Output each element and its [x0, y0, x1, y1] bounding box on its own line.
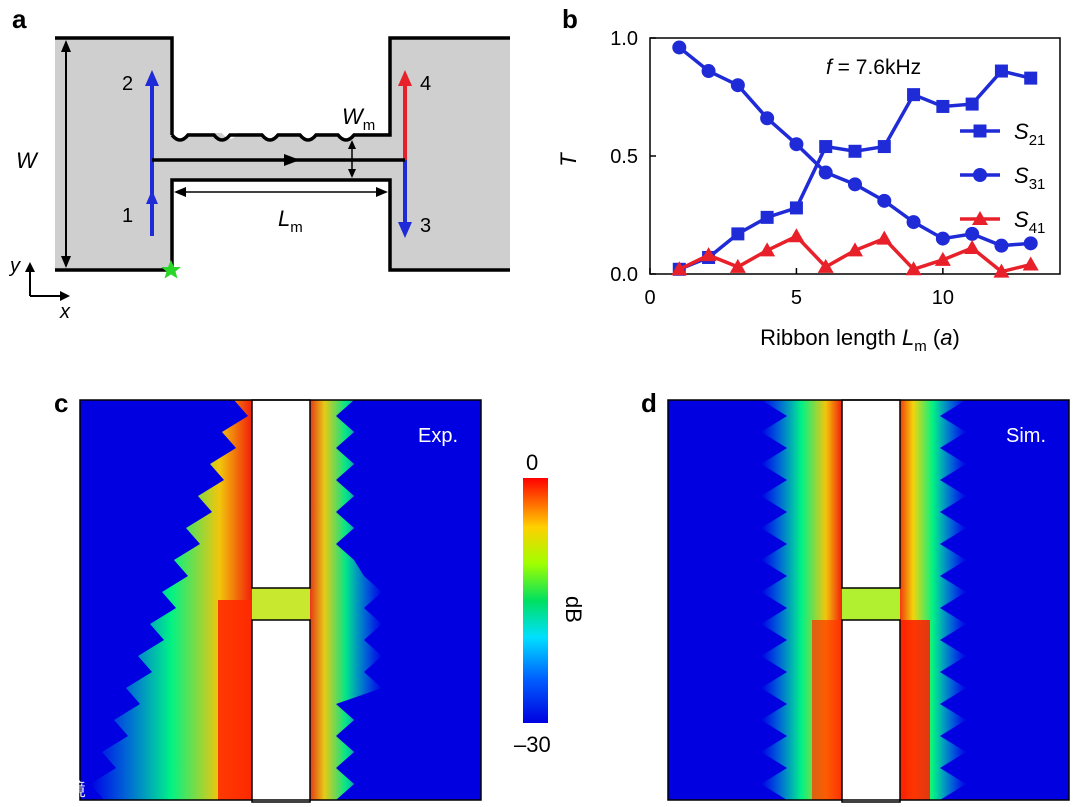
colorbar: 0 –30 dB: [514, 450, 586, 757]
legend-marker-S21: [973, 124, 987, 138]
data-point-S41: [876, 230, 893, 245]
map-d-cutout-top: [841, 399, 901, 589]
port-label-2: 2: [122, 73, 133, 95]
port-label-3: 3: [420, 215, 431, 237]
map-c-ribbon: [252, 588, 310, 620]
legend-marker-S41: [972, 211, 988, 225]
map-c-label: Exp.: [418, 425, 458, 447]
x-tick-label: 5: [791, 287, 802, 309]
data-point-S31: [1023, 236, 1038, 251]
data-point-S41: [934, 251, 951, 266]
data-point-S31: [848, 177, 862, 192]
panel-label-d: d: [641, 388, 657, 418]
y-tick-label: 0.5: [610, 146, 638, 168]
data-point-S31: [994, 238, 1009, 253]
data-point-S41: [993, 263, 1010, 278]
map-c-left-hotspot: [218, 600, 252, 800]
data-point-S21: [907, 88, 921, 102]
chart-b: 0 5 10 0.0 0.5 1.0 T Ribbon length Lm (a) f = 7.…: [556, 28, 1061, 355]
axis-x-label: x: [59, 301, 71, 323]
data-point-S21: [731, 227, 745, 241]
map-c-field: [90, 400, 382, 800]
map-d-label: Sim.: [1006, 425, 1046, 447]
data-point-S31: [730, 78, 745, 93]
data-point-S31: [789, 137, 804, 152]
x-axis-label: Ribbon length Lm (a): [760, 325, 960, 355]
colorbar-bottom-label: –30: [514, 732, 551, 757]
y-axis-label: T: [556, 152, 581, 167]
map-d-ribbon: [842, 588, 900, 620]
panel-b: b 0 5 10 0.0 0.5 1.0 T Ribbon length Lm (a) f = …: [556, 4, 1061, 355]
panel-a: a W 2 1 4 3 Wm Lm: [8, 4, 510, 323]
data-point-S41: [817, 258, 834, 273]
map-d-cutout-bottom: [841, 619, 901, 803]
y-tick-label: 1.0: [610, 28, 638, 50]
data-point-S41: [700, 247, 717, 262]
legend-label-S41: S41: [1014, 207, 1045, 237]
data-point-S41: [847, 242, 863, 257]
data-point-S31: [760, 111, 775, 126]
data-point-S41: [729, 258, 746, 273]
data-point-S31: [906, 215, 921, 230]
data-point-S41: [788, 228, 805, 243]
watermark: 大数跨境: [14, 780, 86, 800]
device-body: [55, 38, 510, 270]
x-tick-label: 10: [932, 287, 954, 309]
data-point-S21: [936, 99, 950, 113]
data-point-S21: [848, 144, 862, 158]
data-point-S31: [877, 193, 892, 208]
panel-c: c Exp.: [54, 388, 482, 803]
data-point-S31: [672, 40, 687, 55]
data-point-S31: [935, 231, 950, 246]
data-point-S41: [964, 240, 981, 255]
y-tick-label: 0.0: [610, 264, 638, 286]
map-c-cutout-bottom: [251, 619, 311, 803]
map-d-right-hotspot: [900, 620, 930, 800]
data-point-S41: [905, 261, 922, 276]
legend-marker-S31: [973, 168, 987, 182]
label-Lm: Lm: [278, 206, 303, 236]
data-point-S31: [965, 226, 980, 241]
data-point-S21: [965, 97, 979, 111]
map-c-left-lobe: [90, 400, 252, 800]
port-label-4: 4: [420, 73, 431, 95]
chart-annotation: f = 7.6kHz: [826, 56, 921, 79]
x-tick-label: 0: [644, 287, 655, 309]
panel-label-b: b: [562, 4, 578, 34]
map-d-field: [761, 400, 966, 800]
panel-label-c: c: [54, 388, 68, 418]
map-c-cutout-top: [251, 399, 311, 589]
panel-d: d Sim.: [641, 388, 1070, 803]
data-point-S21: [877, 140, 891, 154]
label-W: W: [16, 148, 39, 173]
data-point-S21: [819, 140, 833, 154]
colorbar-top-label: 0: [526, 450, 538, 475]
data-point-S21: [1024, 71, 1038, 85]
data-point-S21: [994, 64, 1008, 78]
legend-label-S31: S31: [1014, 163, 1045, 193]
axis-y-label: y: [8, 255, 21, 277]
port-label-1: 1: [122, 205, 133, 227]
map-c-right-lobe: [310, 400, 382, 800]
colorbar-unit: dB: [561, 596, 586, 623]
data-point-S31: [701, 64, 716, 79]
panel-label-a: a: [12, 4, 27, 34]
legend-label-S21: S21: [1014, 119, 1045, 149]
source-star-icon: [161, 260, 181, 279]
label-Wm: Wm: [342, 104, 375, 134]
data-point-S31: [818, 165, 833, 180]
data-point-S41: [671, 261, 688, 276]
data-point-S21: [760, 210, 774, 224]
data-point-S21: [789, 201, 803, 215]
data-point-S41: [759, 242, 776, 257]
data-point-S41: [1022, 256, 1039, 271]
map-d-left-hotspot: [812, 620, 842, 800]
colorbar-gradient: [523, 478, 548, 723]
